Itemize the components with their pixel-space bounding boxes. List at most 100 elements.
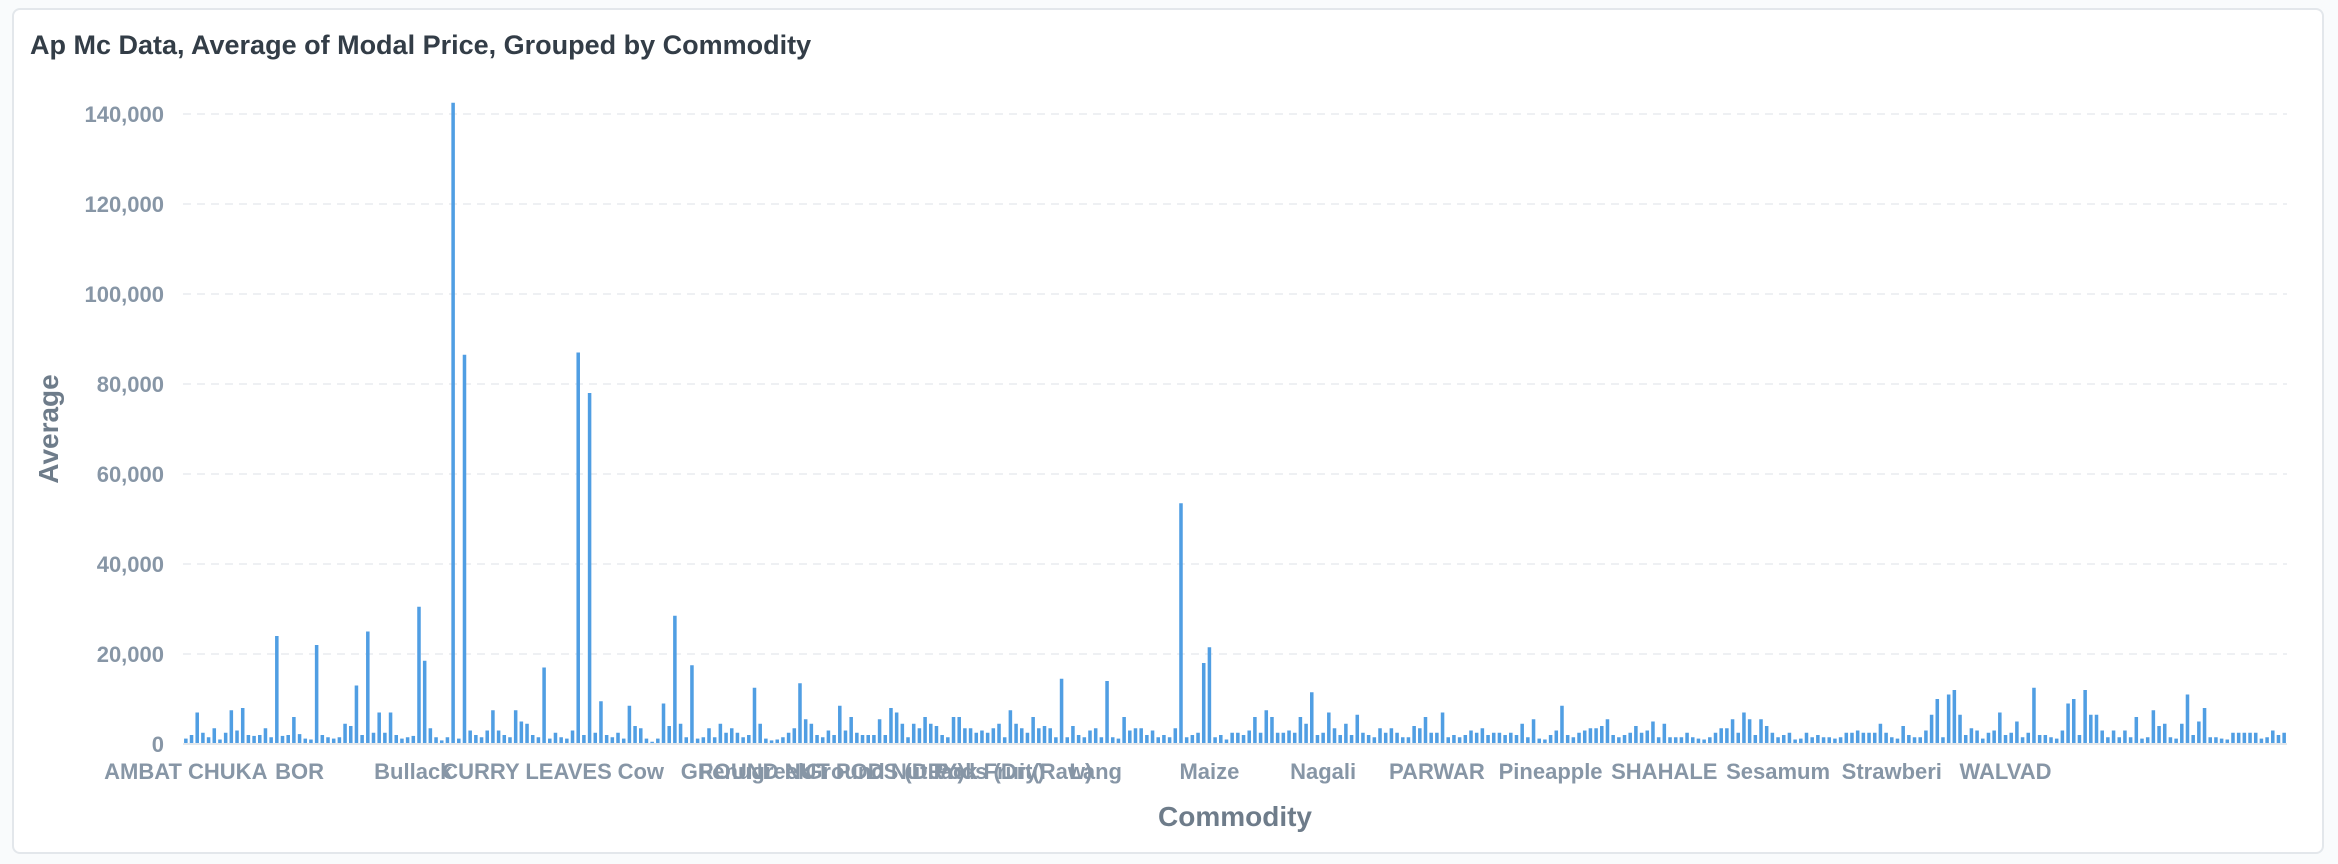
- bar[interactable]: [553, 732, 558, 744]
- bar[interactable]: [1628, 732, 1632, 744]
- bar[interactable]: [366, 631, 370, 745]
- bar[interactable]: [1776, 737, 1780, 744]
- bar[interactable]: [229, 710, 234, 744]
- bar[interactable]: [1065, 737, 1070, 744]
- bar[interactable]: [2054, 738, 2059, 744]
- bar[interactable]: [1361, 732, 1365, 744]
- bar[interactable]: [963, 728, 967, 744]
- bar[interactable]: [223, 732, 228, 744]
- bar[interactable]: [286, 735, 290, 744]
- bar[interactable]: [1076, 735, 1081, 744]
- bar[interactable]: [1736, 732, 1741, 744]
- bar[interactable]: [946, 737, 950, 744]
- bar[interactable]: [1486, 735, 1490, 744]
- bar[interactable]: [1503, 735, 1507, 744]
- bar[interactable]: [542, 667, 546, 745]
- bar[interactable]: [343, 723, 347, 744]
- bar[interactable]: [917, 728, 922, 744]
- bar[interactable]: [1844, 732, 1849, 744]
- bar[interactable]: [1582, 730, 1587, 745]
- bar[interactable]: [1929, 714, 1934, 744]
- bar[interactable]: [434, 737, 438, 744]
- bar[interactable]: [2032, 687, 2036, 744]
- bar[interactable]: [929, 723, 933, 744]
- bar[interactable]: [2162, 723, 2167, 744]
- bar[interactable]: [2231, 732, 2235, 744]
- bar[interactable]: [1816, 735, 1820, 744]
- bar[interactable]: [2276, 735, 2281, 744]
- bar[interactable]: [2180, 723, 2184, 744]
- bar[interactable]: [1526, 737, 1530, 744]
- bar[interactable]: [1491, 732, 1496, 744]
- bar[interactable]: [1338, 735, 1342, 744]
- bar[interactable]: [1912, 737, 1917, 744]
- bar[interactable]: [1304, 723, 1308, 744]
- bar[interactable]: [1810, 737, 1814, 744]
- bar[interactable]: [900, 723, 905, 744]
- bar[interactable]: [2225, 739, 2230, 745]
- bar[interactable]: [1059, 678, 1064, 744]
- bar[interactable]: [1992, 730, 1996, 745]
- bar[interactable]: [417, 606, 421, 744]
- bar[interactable]: [1764, 726, 1769, 744]
- bar[interactable]: [1435, 732, 1439, 744]
- bar[interactable]: [781, 737, 785, 744]
- bar[interactable]: [1474, 732, 1479, 744]
- bar[interactable]: [377, 712, 381, 745]
- bar[interactable]: [1378, 728, 1382, 744]
- bar[interactable]: [656, 738, 660, 744]
- bar[interactable]: [2191, 735, 2195, 744]
- bar[interactable]: [1946, 694, 1951, 745]
- bar[interactable]: [1696, 738, 1701, 744]
- bar[interactable]: [1190, 735, 1195, 744]
- bar[interactable]: [1685, 732, 1689, 744]
- bar[interactable]: [1952, 690, 1957, 744]
- bar[interactable]: [2134, 717, 2139, 744]
- bar[interactable]: [508, 737, 512, 744]
- bar[interactable]: [1531, 719, 1536, 744]
- bar[interactable]: [1400, 737, 1405, 744]
- bar[interactable]: [303, 738, 308, 744]
- bar[interactable]: [394, 735, 399, 744]
- bar[interactable]: [1861, 732, 1866, 744]
- bar[interactable]: [2271, 730, 2275, 745]
- bar[interactable]: [1742, 712, 1746, 745]
- bar[interactable]: [650, 741, 654, 744]
- bar[interactable]: [911, 723, 916, 744]
- bar[interactable]: [1008, 710, 1013, 744]
- bar[interactable]: [582, 735, 586, 744]
- bar[interactable]: [1162, 735, 1166, 744]
- bar[interactable]: [258, 735, 262, 744]
- bar[interactable]: [263, 728, 268, 744]
- bar[interactable]: [1019, 728, 1024, 744]
- bar[interactable]: [2140, 738, 2144, 744]
- bar[interactable]: [758, 723, 762, 744]
- bar[interactable]: [1884, 732, 1888, 744]
- bar[interactable]: [474, 735, 478, 744]
- bar[interactable]: [1855, 730, 1860, 745]
- bar[interactable]: [292, 717, 296, 744]
- bar[interactable]: [2083, 690, 2087, 744]
- bar[interactable]: [2066, 703, 2070, 745]
- bar[interactable]: [610, 737, 615, 744]
- bar[interactable]: [593, 732, 598, 744]
- bar[interactable]: [559, 737, 563, 744]
- bar[interactable]: [1548, 735, 1553, 744]
- bar[interactable]: [883, 735, 888, 744]
- bar[interactable]: [1213, 737, 1217, 744]
- bar[interactable]: [218, 739, 222, 745]
- bar[interactable]: [1872, 732, 1877, 744]
- bar[interactable]: [2077, 735, 2082, 744]
- bar[interactable]: [2202, 708, 2207, 744]
- bar[interactable]: [1230, 732, 1234, 744]
- bar[interactable]: [815, 735, 819, 744]
- bar[interactable]: [809, 723, 814, 744]
- bar[interactable]: [1787, 732, 1792, 744]
- bar[interactable]: [1565, 735, 1570, 744]
- bar[interactable]: [1321, 732, 1325, 744]
- bar[interactable]: [1099, 737, 1104, 744]
- bar[interactable]: [337, 737, 342, 744]
- bar[interactable]: [1804, 732, 1809, 744]
- bar[interactable]: [980, 730, 984, 745]
- bar[interactable]: [502, 735, 507, 744]
